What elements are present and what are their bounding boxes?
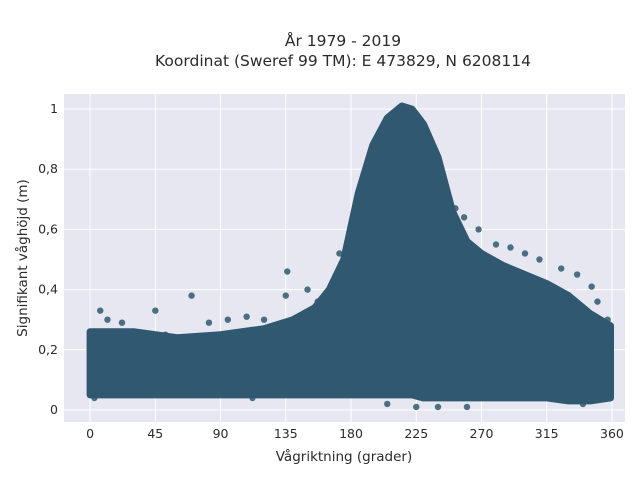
x-tick-label: 90: [213, 426, 229, 441]
data-point: [355, 217, 362, 224]
data-point: [579, 400, 587, 408]
data-point: [152, 307, 159, 314]
y-tick-label: 0,6: [38, 221, 58, 236]
data-point: [492, 241, 500, 248]
chart-subtitle: Koordinat (Sweref 99 TM): E 473829, N 62…: [155, 52, 531, 70]
data-point: [536, 256, 543, 263]
data-point: [604, 316, 611, 323]
x-tick-label: 315: [535, 426, 559, 441]
y-tick-label: 0,8: [38, 161, 58, 176]
data-point: [384, 400, 391, 408]
data-point: [594, 298, 601, 305]
data-point: [108, 391, 116, 399]
data-point: [521, 250, 529, 257]
data-point: [144, 388, 152, 396]
data-point: [446, 196, 453, 203]
x-tick-label: 180: [339, 426, 363, 441]
data-layer: [86, 102, 615, 411]
y-axis-label: Signifikant våghöjd (m): [14, 179, 31, 337]
data-point: [413, 403, 420, 411]
data-point: [507, 244, 514, 251]
y-tick-label: 1: [50, 101, 58, 116]
data-point: [314, 298, 321, 305]
data-point: [249, 394, 256, 402]
data-point: [573, 271, 581, 278]
data-point: [475, 226, 482, 233]
data-point: [284, 268, 291, 275]
x-tick-label: 270: [470, 426, 494, 441]
data-point: [214, 391, 221, 399]
x-tick-label: 135: [274, 426, 298, 441]
data-point: [336, 250, 343, 257]
data-point: [304, 286, 311, 293]
data-point: [243, 313, 250, 320]
data-point: [558, 265, 565, 272]
data-point: [188, 292, 195, 299]
x-tick-label: 0: [86, 426, 94, 441]
y-tick-label: 0,4: [38, 282, 58, 297]
data-point: [452, 205, 459, 212]
data-point: [588, 283, 595, 290]
x-tick-label: 360: [600, 426, 624, 441]
data-point: [118, 319, 126, 326]
data-point: [91, 394, 98, 402]
data-point: [97, 307, 104, 314]
y-tick-label: 0: [50, 402, 58, 417]
data-point: [224, 316, 232, 323]
data-point: [205, 319, 213, 326]
point-cloud: [86, 102, 615, 405]
x-tick-label: 225: [404, 426, 428, 441]
data-point: [260, 316, 268, 323]
data-point: [173, 391, 181, 399]
data-point: [162, 331, 169, 338]
data-point: [434, 403, 442, 411]
data-point: [463, 403, 471, 411]
x-axis-label: Vågriktning (grader): [276, 448, 413, 465]
data-point: [282, 292, 289, 299]
tick-layer: 0 45 90 135 180 225 270 315 360 0 0,2 0,4 0,6 0,8 1: [38, 101, 624, 441]
chart-title: År 1979 - 2019: [285, 31, 401, 50]
data-point: [460, 214, 468, 221]
data-point: [347, 226, 355, 233]
y-tick-label: 0,2: [38, 342, 58, 357]
x-tick-label: 45: [147, 426, 163, 441]
data-point: [104, 316, 111, 323]
data-point: [362, 196, 369, 203]
